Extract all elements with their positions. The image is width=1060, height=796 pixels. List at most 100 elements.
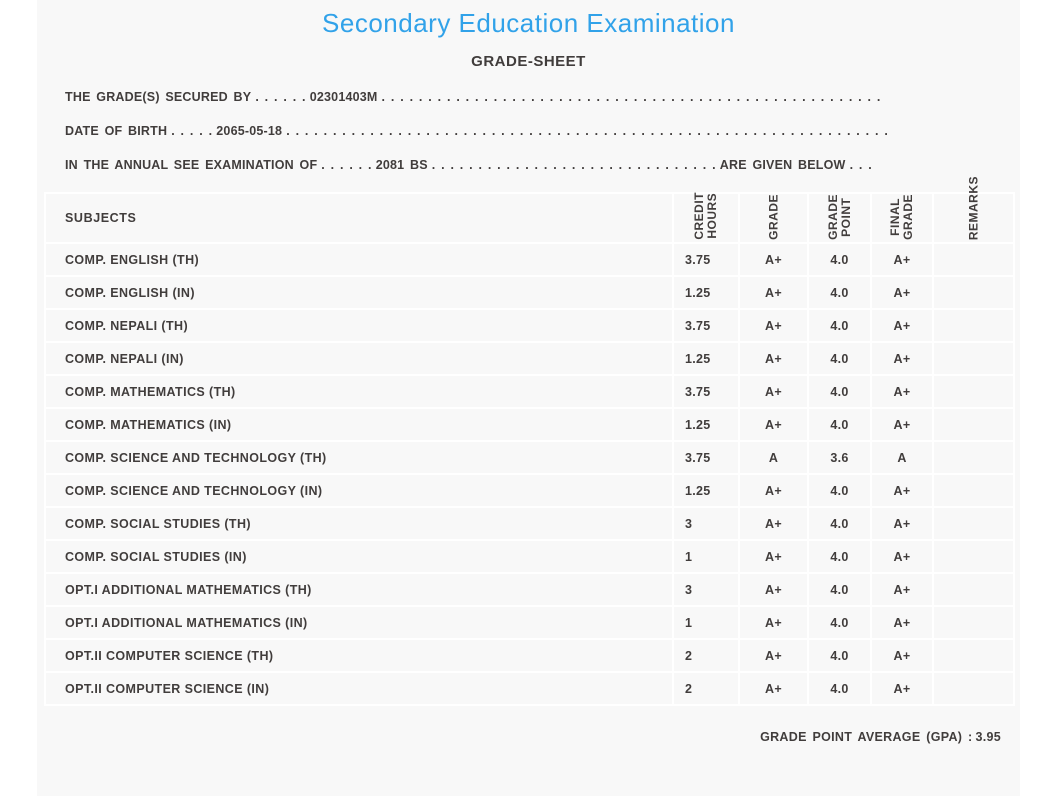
remarks-cell bbox=[932, 638, 1015, 673]
grade-point-cell: 4.0 bbox=[807, 671, 872, 706]
table-row: OPT.II COMPUTER SCIENCE (IN) 2 A+ 4.0 A+ bbox=[44, 671, 1015, 706]
credit-hours-cell: 2 bbox=[672, 638, 740, 673]
secured-by-label: THE GRADE(S) SECURED BY bbox=[65, 90, 252, 104]
final-grade-cell: A+ bbox=[870, 572, 934, 607]
grade-table-header: SUBJECTS CREDIT HOURS GRADE GRADE POINT … bbox=[44, 176, 1015, 244]
dotted-fill: . . . . . . . . . . . . . . . . . . . . … bbox=[431, 158, 716, 172]
remarks-cell bbox=[932, 605, 1015, 640]
dotted-fill: . . . . . . . . . . . . . . . . . . . . … bbox=[381, 90, 881, 104]
info-line-secured-by: THE GRADE(S) SECURED BY. . . . . . 023014… bbox=[65, 90, 1005, 104]
dotted-fill: . . . . . . bbox=[255, 90, 306, 104]
subject-cell: COMP. NEPALI (TH) bbox=[44, 308, 674, 343]
final-grade-cell: A+ bbox=[870, 341, 934, 376]
column-header-grade: GRADE bbox=[738, 192, 809, 244]
column-header-grade-point: GRADE POINT bbox=[807, 192, 872, 244]
subject-cell: COMP. ENGLISH (TH) bbox=[44, 242, 674, 277]
final-grade-cell: A bbox=[870, 440, 934, 475]
subject-cell: COMP. SOCIAL STUDIES (TH) bbox=[44, 506, 674, 541]
grade-point-cell: 4.0 bbox=[807, 407, 872, 442]
final-grade-cell: A+ bbox=[870, 638, 934, 673]
grade-point-cell: 4.0 bbox=[807, 473, 872, 508]
gpa-summary: GRADE POINT AVERAGE (GPA) :3.95 bbox=[37, 730, 1020, 744]
grade-cell: A+ bbox=[738, 308, 809, 343]
credit-hours-cell: 1 bbox=[672, 605, 740, 640]
grade-rotated-label: GRADE bbox=[766, 194, 780, 240]
final-grade-cell: A+ bbox=[870, 605, 934, 640]
column-header-credit-hours: CREDIT HOURS bbox=[672, 192, 740, 244]
remarks-cell bbox=[932, 374, 1015, 409]
table-row: OPT.I ADDITIONAL MATHEMATICS (TH) 3 A+ 4… bbox=[44, 572, 1015, 607]
table-row: COMP. MATHEMATICS (TH) 3.75 A+ 4.0 A+ bbox=[44, 374, 1015, 409]
table-row: COMP. MATHEMATICS (IN) 1.25 A+ 4.0 A+ bbox=[44, 407, 1015, 442]
table-row: COMP. NEPALI (TH) 3.75 A+ 4.0 A+ bbox=[44, 308, 1015, 343]
credit-hours-cell: 3.75 bbox=[672, 308, 740, 343]
remarks-cell bbox=[932, 407, 1015, 442]
table-row: COMP. NEPALI (IN) 1.25 A+ 4.0 A+ bbox=[44, 341, 1015, 376]
grade-cell: A+ bbox=[738, 341, 809, 376]
info-line-examination: IN THE ANNUAL SEE EXAMINATION OF. . . . … bbox=[65, 158, 1005, 172]
grade-cell: A+ bbox=[738, 605, 809, 640]
final-grade-cell: A+ bbox=[870, 671, 934, 706]
column-header-final-grade: FINAL GRADE bbox=[870, 192, 934, 244]
date-of-birth-value: 2065-05-18 bbox=[216, 124, 283, 138]
credit-hours-cell: 3 bbox=[672, 506, 740, 541]
grade-sheet-subtitle: GRADE-SHEET bbox=[471, 53, 586, 70]
page-title: Secondary Education Examination bbox=[322, 8, 735, 38]
credit-hours-rotated-label: CREDIT HOURS bbox=[692, 192, 719, 240]
grade-cell: A+ bbox=[738, 473, 809, 508]
dotted-fill: . . . bbox=[849, 158, 872, 172]
date-of-birth-label: DATE OF BIRTH bbox=[65, 124, 168, 138]
subject-cell: OPT.I ADDITIONAL MATHEMATICS (IN) bbox=[44, 605, 674, 640]
table-row: OPT.II COMPUTER SCIENCE (TH) 2 A+ 4.0 A+ bbox=[44, 638, 1015, 673]
grade-point-cell: 4.0 bbox=[807, 308, 872, 343]
subject-cell: OPT.I ADDITIONAL MATHEMATICS (TH) bbox=[44, 572, 674, 607]
grade-cell: A+ bbox=[738, 638, 809, 673]
gpa-value: 3.95 bbox=[975, 730, 1001, 744]
grade-cell: A+ bbox=[738, 671, 809, 706]
grade-cell: A+ bbox=[738, 572, 809, 607]
grade-table-body: COMP. ENGLISH (TH) 3.75 A+ 4.0 A+ COMP. … bbox=[44, 242, 1015, 706]
grade-cell: A+ bbox=[738, 506, 809, 541]
remarks-cell bbox=[932, 506, 1015, 541]
grade-point-cell: 4.0 bbox=[807, 242, 872, 277]
final-grade-cell: A+ bbox=[870, 308, 934, 343]
credit-hours-cell: 3.75 bbox=[672, 374, 740, 409]
grade-point-cell: 4.0 bbox=[807, 275, 872, 310]
grade-point-cell: 4.0 bbox=[807, 506, 872, 541]
remarks-cell bbox=[932, 341, 1015, 376]
grade-cell: A bbox=[738, 440, 809, 475]
grade-sheet-panel: Secondary Education Examination GRADE-SH… bbox=[37, 0, 1020, 796]
dotted-fill: . . . . . bbox=[171, 124, 213, 138]
grade-cell: A+ bbox=[738, 275, 809, 310]
subject-cell: COMP. SCIENCE AND TECHNOLOGY (TH) bbox=[44, 440, 674, 475]
remarks-cell bbox=[932, 275, 1015, 310]
header-row: SUBJECTS CREDIT HOURS GRADE GRADE POINT … bbox=[44, 176, 1015, 244]
subject-cell: COMP. SOCIAL STUDIES (IN) bbox=[44, 539, 674, 574]
credit-hours-cell: 1.25 bbox=[672, 407, 740, 442]
final-grade-rotated-label: FINAL GRADE bbox=[888, 194, 915, 240]
credit-hours-cell: 2 bbox=[672, 671, 740, 706]
dotted-fill: . . . . . . . . . . . . . . . . . . . . … bbox=[286, 124, 889, 138]
grade-cell: A+ bbox=[738, 407, 809, 442]
grade-point-cell: 4.0 bbox=[807, 374, 872, 409]
column-header-subjects: SUBJECTS bbox=[44, 192, 674, 244]
grade-point-cell: 4.0 bbox=[807, 605, 872, 640]
credit-hours-cell: 3.75 bbox=[672, 242, 740, 277]
grade-cell: A+ bbox=[738, 242, 809, 277]
subject-cell: COMP. MATHEMATICS (IN) bbox=[44, 407, 674, 442]
subject-cell: COMP. MATHEMATICS (TH) bbox=[44, 374, 674, 409]
credit-hours-cell: 1.25 bbox=[672, 275, 740, 310]
grade-table: SUBJECTS CREDIT HOURS GRADE GRADE POINT … bbox=[44, 176, 1015, 706]
grade-point-cell: 4.0 bbox=[807, 638, 872, 673]
are-given-below-text: ARE GIVEN BELOW bbox=[719, 158, 846, 172]
remarks-cell bbox=[932, 572, 1015, 607]
column-header-remarks: REMARKS bbox=[932, 176, 1015, 244]
grade-cell: A+ bbox=[738, 374, 809, 409]
remarks-cell bbox=[932, 440, 1015, 475]
candidate-id-value: 02301403M bbox=[309, 90, 378, 104]
info-line-date-of-birth: DATE OF BIRTH. . . . . 2065-05-18. . . . … bbox=[65, 124, 1005, 138]
remarks-cell bbox=[932, 308, 1015, 343]
subject-cell: OPT.II COMPUTER SCIENCE (IN) bbox=[44, 671, 674, 706]
credit-hours-cell: 3.75 bbox=[672, 440, 740, 475]
subject-cell: COMP. ENGLISH (IN) bbox=[44, 275, 674, 310]
